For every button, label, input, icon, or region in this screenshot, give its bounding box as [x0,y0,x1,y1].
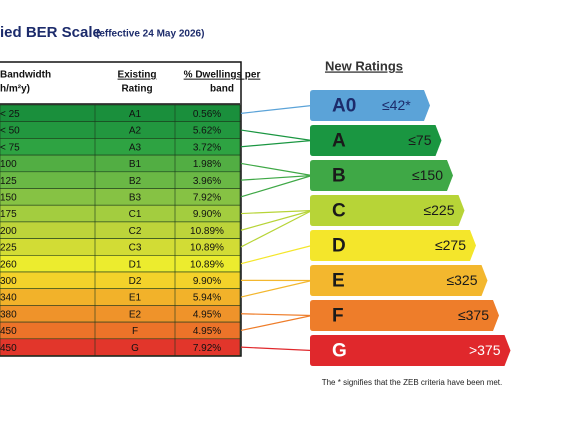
cell: A1 [129,109,142,120]
rating-limit: ≤75 [408,132,431,148]
rating-limit: ≤150 [412,167,443,183]
connector [241,176,312,197]
cell: 125 [0,176,17,187]
cell: 175 [0,209,17,220]
cell: 450 [0,326,17,337]
rating-letter: A0 [332,96,356,117]
rating-limit: >375 [469,342,501,358]
cell: 200 [0,226,17,237]
cell: 225 [0,243,17,254]
connector [241,347,312,350]
cell: F [132,326,138,337]
cell: < 50 [0,126,20,137]
rating-limit: ≤225 [423,202,454,218]
rating-limit: ≤375 [458,307,489,323]
connector [241,130,312,140]
connector [241,176,312,181]
cell: 9.90% [193,209,221,220]
cell: 7.92% [193,343,221,354]
cell: 4.95% [193,326,221,337]
rating-limit: ≤275 [435,237,466,253]
rating-arrow [310,90,430,121]
cell: < 25 [0,109,20,120]
connector [241,106,312,114]
rating-limit: ≤325 [446,272,477,288]
connector [241,246,312,264]
cell: 380 [0,309,17,320]
title: ied BER Scale [0,24,101,41]
cell: 150 [0,192,17,203]
connector [241,281,312,298]
footnote: The * signifies that the ZEB criteria ha… [322,378,503,387]
column-header: % Dwellings per [184,70,261,81]
column-header: Bandwidth [0,70,51,81]
rating-letter: D [332,236,346,257]
cell: 0.56% [193,109,221,120]
cell: 3.96% [193,176,221,187]
cell: A3 [129,142,142,153]
cell: 450 [0,343,17,354]
cell: 3.72% [193,142,221,153]
column-header: Rating [121,84,152,95]
rating-letter: C [332,201,346,222]
cell: 5.94% [193,293,221,304]
cell: E1 [129,293,142,304]
rating-limit: ≤42* [382,97,411,113]
connector [241,314,312,316]
cell: 1.98% [193,159,221,170]
rating-letter: A [332,131,346,152]
cell: 260 [0,259,17,270]
connector [241,163,312,175]
cell: 10.89% [190,226,224,237]
connector [241,316,312,331]
rating-letter: F [332,306,344,327]
ratings-title: New Ratings [325,58,403,73]
cell: C3 [129,243,142,254]
cell: B1 [129,159,142,170]
cell: D2 [129,276,142,287]
cell: G [131,343,139,354]
rating-letter: E [332,271,345,292]
cell: 9.90% [193,276,221,287]
cell: A2 [129,126,142,137]
cell: 100 [0,159,17,170]
subtitle: (effective 24 May 2026) [96,29,204,40]
connector [241,211,312,247]
cell: B3 [129,192,142,203]
column-header: h/m²y) [0,84,30,95]
cell: 300 [0,276,17,287]
rating-letter: G [332,341,347,362]
cell: 10.89% [190,243,224,254]
cell: E2 [129,309,142,320]
cell: 7.92% [193,192,221,203]
cell: C2 [129,226,142,237]
cell: 10.89% [190,259,224,270]
cell: B2 [129,176,142,187]
cell: 4.95% [193,309,221,320]
column-header: Existing [118,70,157,81]
cell: 5.62% [193,126,221,137]
column-header: band [210,84,234,95]
cell: < 75 [0,142,20,153]
connector [241,141,312,147]
cell: C1 [129,209,142,220]
cell: 340 [0,293,17,304]
cell: D1 [129,259,142,270]
rating-letter: B [332,166,346,187]
